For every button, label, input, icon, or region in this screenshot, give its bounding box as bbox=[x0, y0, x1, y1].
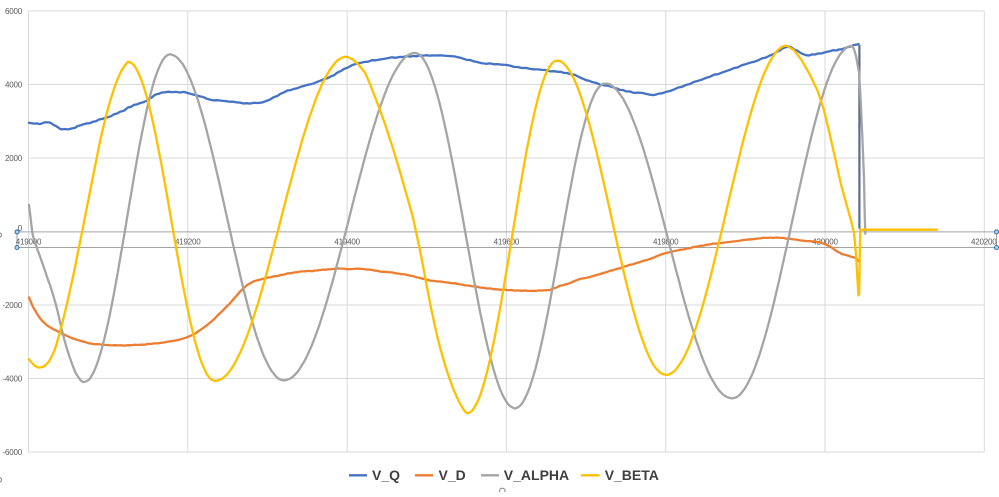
svg-text:2000: 2000 bbox=[5, 154, 23, 163]
svg-text:-6000: -6000 bbox=[3, 448, 23, 457]
svg-text:V_Q: V_Q bbox=[372, 467, 400, 483]
svg-text:V_ALPHA: V_ALPHA bbox=[504, 467, 569, 483]
svg-text:-4000: -4000 bbox=[3, 374, 23, 383]
svg-text:420000: 420000 bbox=[812, 237, 838, 246]
svg-text:419200: 419200 bbox=[175, 237, 201, 246]
svg-text:0: 0 bbox=[18, 224, 23, 233]
svg-text:V_BETA: V_BETA bbox=[605, 467, 659, 483]
svg-text:419600: 419600 bbox=[494, 237, 520, 246]
svg-text:V_D: V_D bbox=[439, 467, 466, 483]
svg-text:-2000: -2000 bbox=[3, 301, 23, 310]
svg-text:419000: 419000 bbox=[16, 237, 42, 246]
svg-text:419400: 419400 bbox=[334, 237, 360, 246]
svg-text:420200: 420200 bbox=[971, 237, 997, 246]
svg-text:4000: 4000 bbox=[5, 80, 23, 89]
svg-text:419800: 419800 bbox=[653, 237, 679, 246]
svg-text:6000: 6000 bbox=[5, 7, 23, 16]
